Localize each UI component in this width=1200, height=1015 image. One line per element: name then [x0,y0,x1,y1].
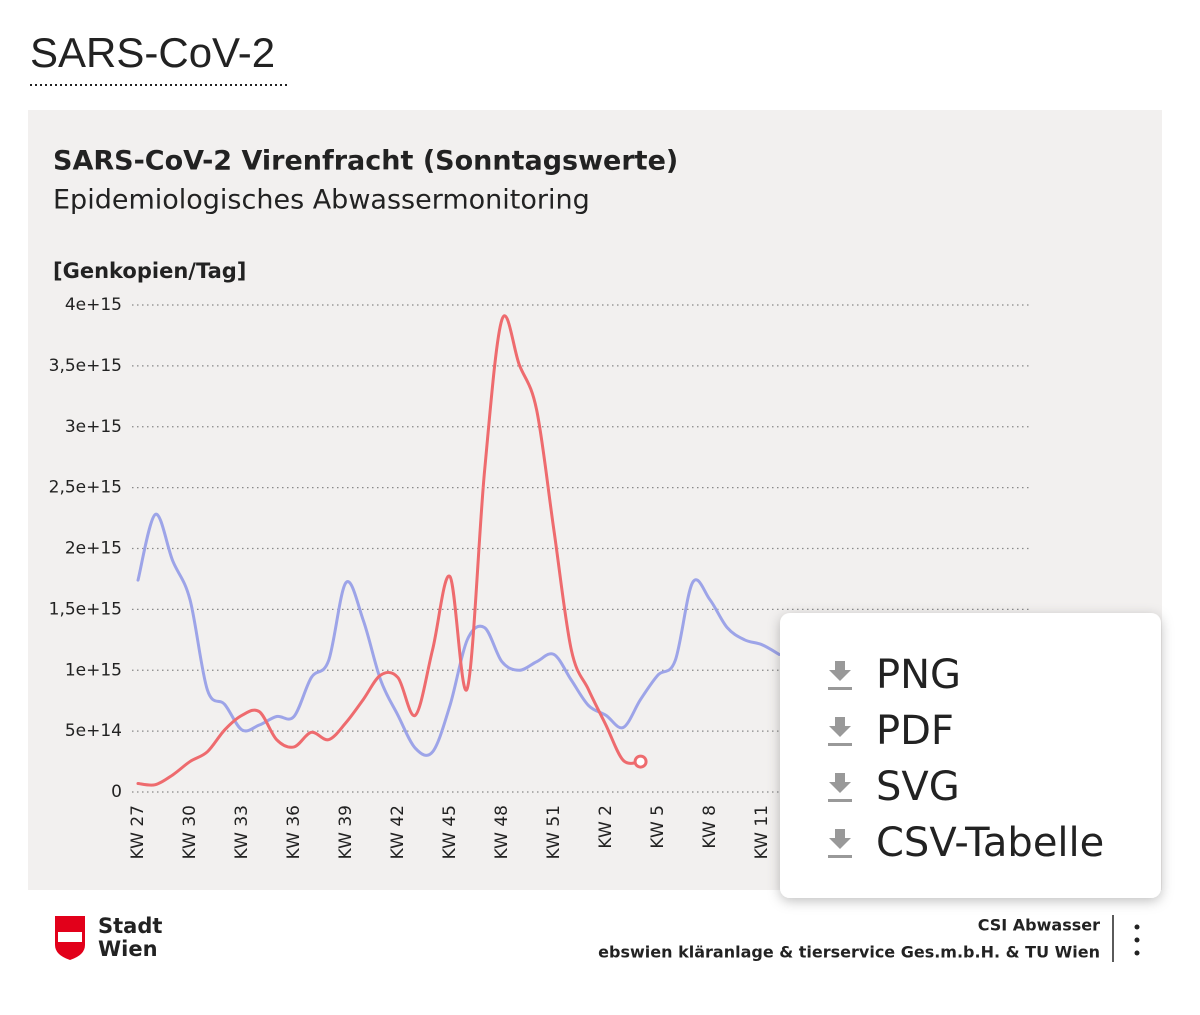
credit: ebswien kläranlage & tierservice Ges.m.b… [598,943,1100,962]
x-tick-label: KW 48 [492,805,512,859]
y-tick-label: 3e+15 [65,417,122,437]
x-tick-label: KW 5 [648,805,668,849]
plot: 0 5e+14 1e+15 1,5e+15 2e+15 2,5e+15 3e+15 3,5e+… [49,295,1030,859]
download-icon [828,829,852,858]
download-icon [828,773,852,802]
series-line [136,314,643,787]
dot [1134,924,1140,930]
credit: CSI Abwasser [978,916,1100,935]
x-tick-label: KW 2 [596,805,616,849]
x-tick-label: KW 39 [336,805,356,859]
x-tick-label: KW 11 [752,805,772,859]
x-tick-label: KW 27 [128,805,148,859]
menu-label: SVG [876,764,960,810]
chart-subtitle: Epidemiologisches Abwassermonitoring [53,185,590,216]
menu-label: PDF [876,708,954,754]
dot [1134,950,1140,956]
dot [1134,937,1140,943]
menu-item[interactable]: SVG [828,764,960,810]
x-tick-label: KW 33 [232,805,252,859]
menu-label: PNG [876,652,961,698]
chart-title: SARS-CoV-2 Virenfracht (Sonntagswerte) [53,146,678,177]
export-menu: PNG PDF SVG CSV-Tabelle [780,613,1161,898]
y-tick-label: 1e+15 [65,660,122,680]
menu-item[interactable]: PNG [828,652,961,698]
x-tick-label: KW 36 [284,805,304,859]
download-icon [828,661,852,690]
download-icon [828,717,852,746]
more-button[interactable] [1134,924,1140,956]
end-marker [633,754,648,769]
page-heading: SARS-CoV-2 [30,29,275,76]
menu-item[interactable]: CSV-Tabelle [828,820,1104,866]
menu-panel [780,613,1161,898]
y-tick-label: 0 [111,782,122,802]
y-tick-label: 5e+14 [65,721,122,741]
x-tick-label: KW 42 [388,805,408,859]
logo [55,916,85,960]
x-tick-label: KW 30 [180,805,200,859]
x-tick-label: KW 51 [544,805,564,859]
logo-text: Stadt [98,914,162,938]
logo-text: Wien [98,937,158,961]
y-tick-label: 4e+15 [65,295,122,315]
x-tick-label: KW 45 [440,805,460,859]
y-axis-label: [Genkopien/Tag] [53,259,246,283]
y-tick-label: 1,5e+15 [49,599,122,619]
series-line [136,512,781,757]
x-tick-label: KW 8 [700,805,720,849]
y-tick-label: 2,5e+15 [49,478,122,498]
menu-item[interactable]: PDF [828,708,954,754]
menu-label: CSV-Tabelle [876,820,1104,866]
logo-band [58,932,82,942]
y-tick-label: 2e+15 [65,539,122,559]
y-tick-label: 3,5e+15 [49,356,122,376]
